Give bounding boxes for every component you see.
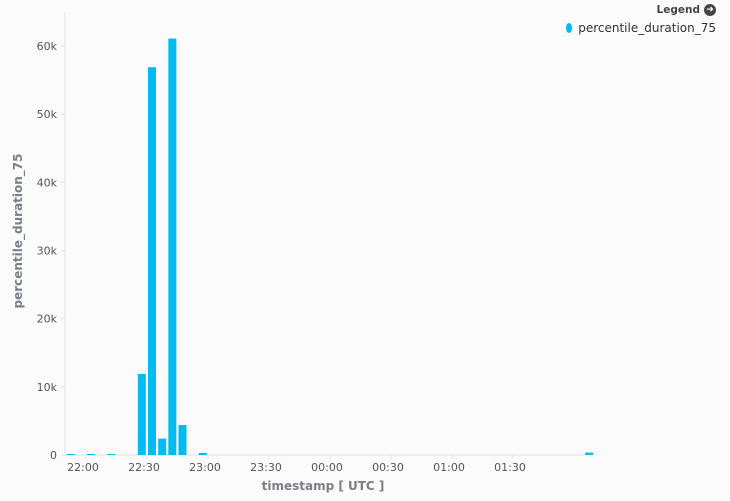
- x-axis: 22:00 22:30 23:00 23:30 00:00 00:30 01:00 01:30: [65, 454, 585, 474]
- bar[interactable]: [585, 452, 594, 455]
- x-axis-title: timestamp [ UTC ]: [262, 479, 385, 493]
- y-tick-label: 50k: [37, 108, 58, 121]
- x-tick-label: 23:30: [250, 461, 282, 474]
- x-tick-label: 23:00: [189, 461, 221, 474]
- bar[interactable]: [168, 38, 177, 455]
- arrow-right-icon: ➜: [704, 4, 716, 16]
- y-tick-label: 10k: [37, 381, 58, 394]
- bar[interactable]: [158, 438, 167, 455]
- y-tick-label: 20k: [37, 313, 58, 326]
- x-tick-label: 22:00: [67, 461, 99, 474]
- x-tick-label: 22:30: [128, 461, 160, 474]
- legend-title: Legend: [656, 4, 700, 16]
- x-tick-label: 00:00: [311, 461, 343, 474]
- legend: Legend ➜ percentile_duration_75: [566, 4, 716, 35]
- bar[interactable]: [87, 454, 95, 455]
- legend-item[interactable]: percentile_duration_75: [566, 21, 716, 35]
- bar[interactable]: [178, 425, 187, 455]
- y-tick-label: 30k: [37, 245, 58, 258]
- legend-swatch: [566, 23, 573, 33]
- y-tick-label: 60k: [37, 40, 58, 53]
- bar[interactable]: [148, 67, 156, 455]
- x-tick-label: 00:30: [372, 461, 404, 474]
- y-axis: 0 10k 20k 30k 40k 50k 60k: [37, 12, 66, 462]
- bar-series-percentile-duration-75[interactable]: [66, 38, 594, 455]
- bar[interactable]: [198, 452, 207, 455]
- y-axis-title: percentile_duration_75: [11, 153, 26, 308]
- x-tick-label: 01:00: [433, 461, 465, 474]
- legend-item-label: percentile_duration_75: [578, 21, 716, 35]
- bar[interactable]: [66, 454, 75, 455]
- bar[interactable]: [107, 454, 116, 455]
- bar[interactable]: [137, 373, 146, 455]
- y-tick-label: 40k: [37, 176, 58, 189]
- x-tick-label: 01:30: [494, 461, 526, 474]
- legend-toggle[interactable]: Legend ➜: [566, 4, 716, 16]
- y-tick-label: 0: [50, 449, 57, 462]
